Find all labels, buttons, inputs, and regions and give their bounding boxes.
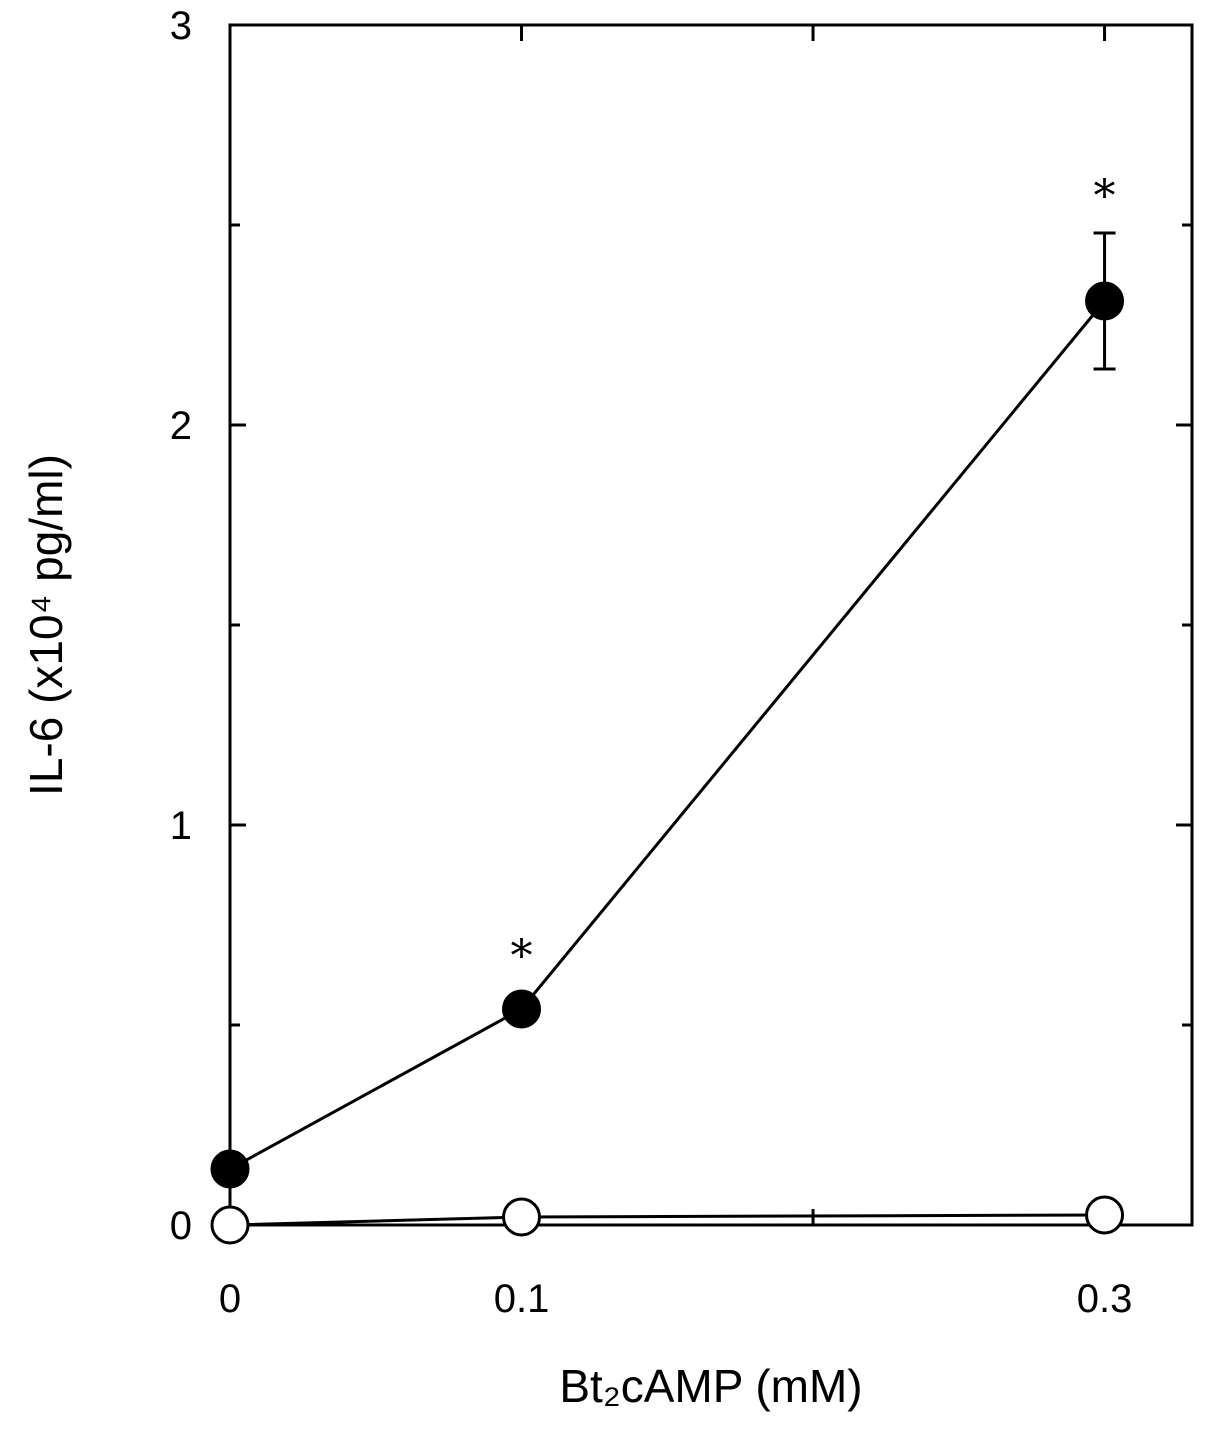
y-tick-label-1: 1 <box>170 804 192 848</box>
y-tick-label-0: 0 <box>170 1204 192 1248</box>
x-tick-label-0: 0 <box>219 1277 241 1321</box>
significance-asterisk-1: * <box>1094 171 1116 222</box>
tick-labels: 0 1 2 3 0 0.1 0.3 <box>170 4 1133 1321</box>
data-point-0-0 <box>210 1149 250 1189</box>
y-tick-label-2: 2 <box>170 404 192 448</box>
plot-frame <box>228 23 1194 1227</box>
data-point-0-2 <box>1085 281 1125 321</box>
y-tick-label-3: 3 <box>170 4 192 48</box>
series-line-0 <box>229 300 1106 1171</box>
series-layer <box>210 231 1125 1245</box>
y-axis-title: IL-6 (x10⁴ pg/ml) <box>20 454 72 796</box>
x-axis-title: Bt₂cAMP (mM) <box>559 1360 862 1412</box>
x-tick-label-1: 0.1 <box>494 1277 550 1321</box>
data-point-1-2 <box>1085 1195 1125 1235</box>
series-1 <box>210 1195 1125 1245</box>
data-point-0-1 <box>502 989 542 1029</box>
x-tick-label-2: 0.3 <box>1077 1277 1133 1321</box>
series-0 <box>210 231 1125 1189</box>
axis-ticks <box>228 23 1192 1227</box>
data-point-1-0 <box>210 1205 250 1245</box>
annotation-layer: ** <box>511 171 1116 982</box>
data-point-1-1 <box>502 1197 542 1237</box>
significance-asterisk-0: * <box>511 931 533 982</box>
